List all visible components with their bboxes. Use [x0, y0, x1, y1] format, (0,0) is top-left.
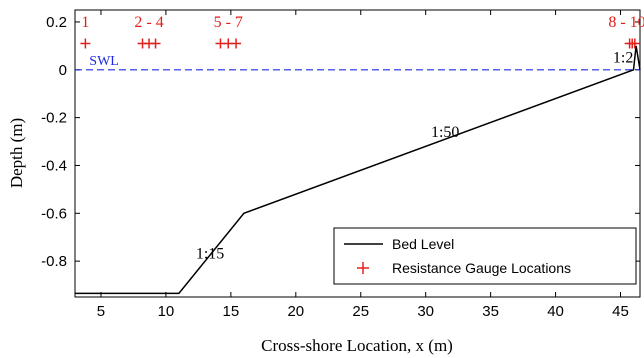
- y-tick-label: -0.4: [41, 157, 67, 174]
- x-tick-label: 30: [417, 303, 434, 320]
- slope-annotation: 1:2: [613, 50, 633, 67]
- x-tick-label: 5: [97, 303, 105, 320]
- swl-line-group: SWL: [75, 54, 640, 71]
- annotations-group: 1:15 1:50 1:2: [196, 50, 633, 263]
- bed-level-group: [75, 45, 641, 295]
- gauge-markers-group: 1 2 - 4 5 - 7 8 - 10: [80, 14, 644, 49]
- gauge-marker: [231, 38, 242, 49]
- gauge-group-label: 8 - 10: [608, 14, 644, 31]
- x-tick-label: 40: [547, 303, 564, 320]
- y-tick-label: 0: [59, 62, 67, 79]
- y-tick-label: 0.2: [46, 14, 67, 31]
- legend-bed-level-label: Bed Level: [392, 236, 454, 252]
- y-tick-label: -0.6: [41, 205, 67, 222]
- x-tick-label: 35: [482, 303, 499, 320]
- x-tick-label: 10: [158, 303, 175, 320]
- y-tick-label: -0.8: [41, 253, 67, 270]
- x-tick-label: 20: [287, 303, 304, 320]
- x-tick-label: 45: [612, 303, 629, 320]
- legend: Bed Level Resistance Gauge Locations: [333, 227, 637, 285]
- y-axis-title: Depth (m): [7, 118, 26, 188]
- legend-gauge-label: Resistance Gauge Locations: [392, 260, 571, 276]
- x-tick-label: 15: [223, 303, 240, 320]
- swl-label: SWL: [89, 54, 119, 69]
- tick-labels: 5 10 15 20 25 30 35 40 45 0.2 0 -0.2 -0.4 -0.6 -0.8: [41, 14, 629, 320]
- y-tick-label: -0.2: [41, 110, 67, 127]
- legend-box: [333, 227, 637, 285]
- gauge-marker: [629, 38, 640, 49]
- x-axis-title: Cross-shore Location, x (m): [261, 336, 453, 355]
- bed-level-line: [75, 45, 641, 295]
- x-tick-label: 25: [352, 303, 369, 320]
- legend-gauge-swatch: [357, 262, 369, 274]
- slope-annotation: 1:50: [431, 124, 459, 141]
- gauge-group-label: 1: [81, 14, 89, 31]
- gauge-group-label: 2 - 4: [134, 14, 163, 31]
- gauge-marker: [80, 38, 91, 49]
- gauge-marker: [150, 38, 161, 49]
- slope-annotation: 1:15: [196, 246, 224, 263]
- gauge-group-label: 5 - 7: [214, 14, 243, 31]
